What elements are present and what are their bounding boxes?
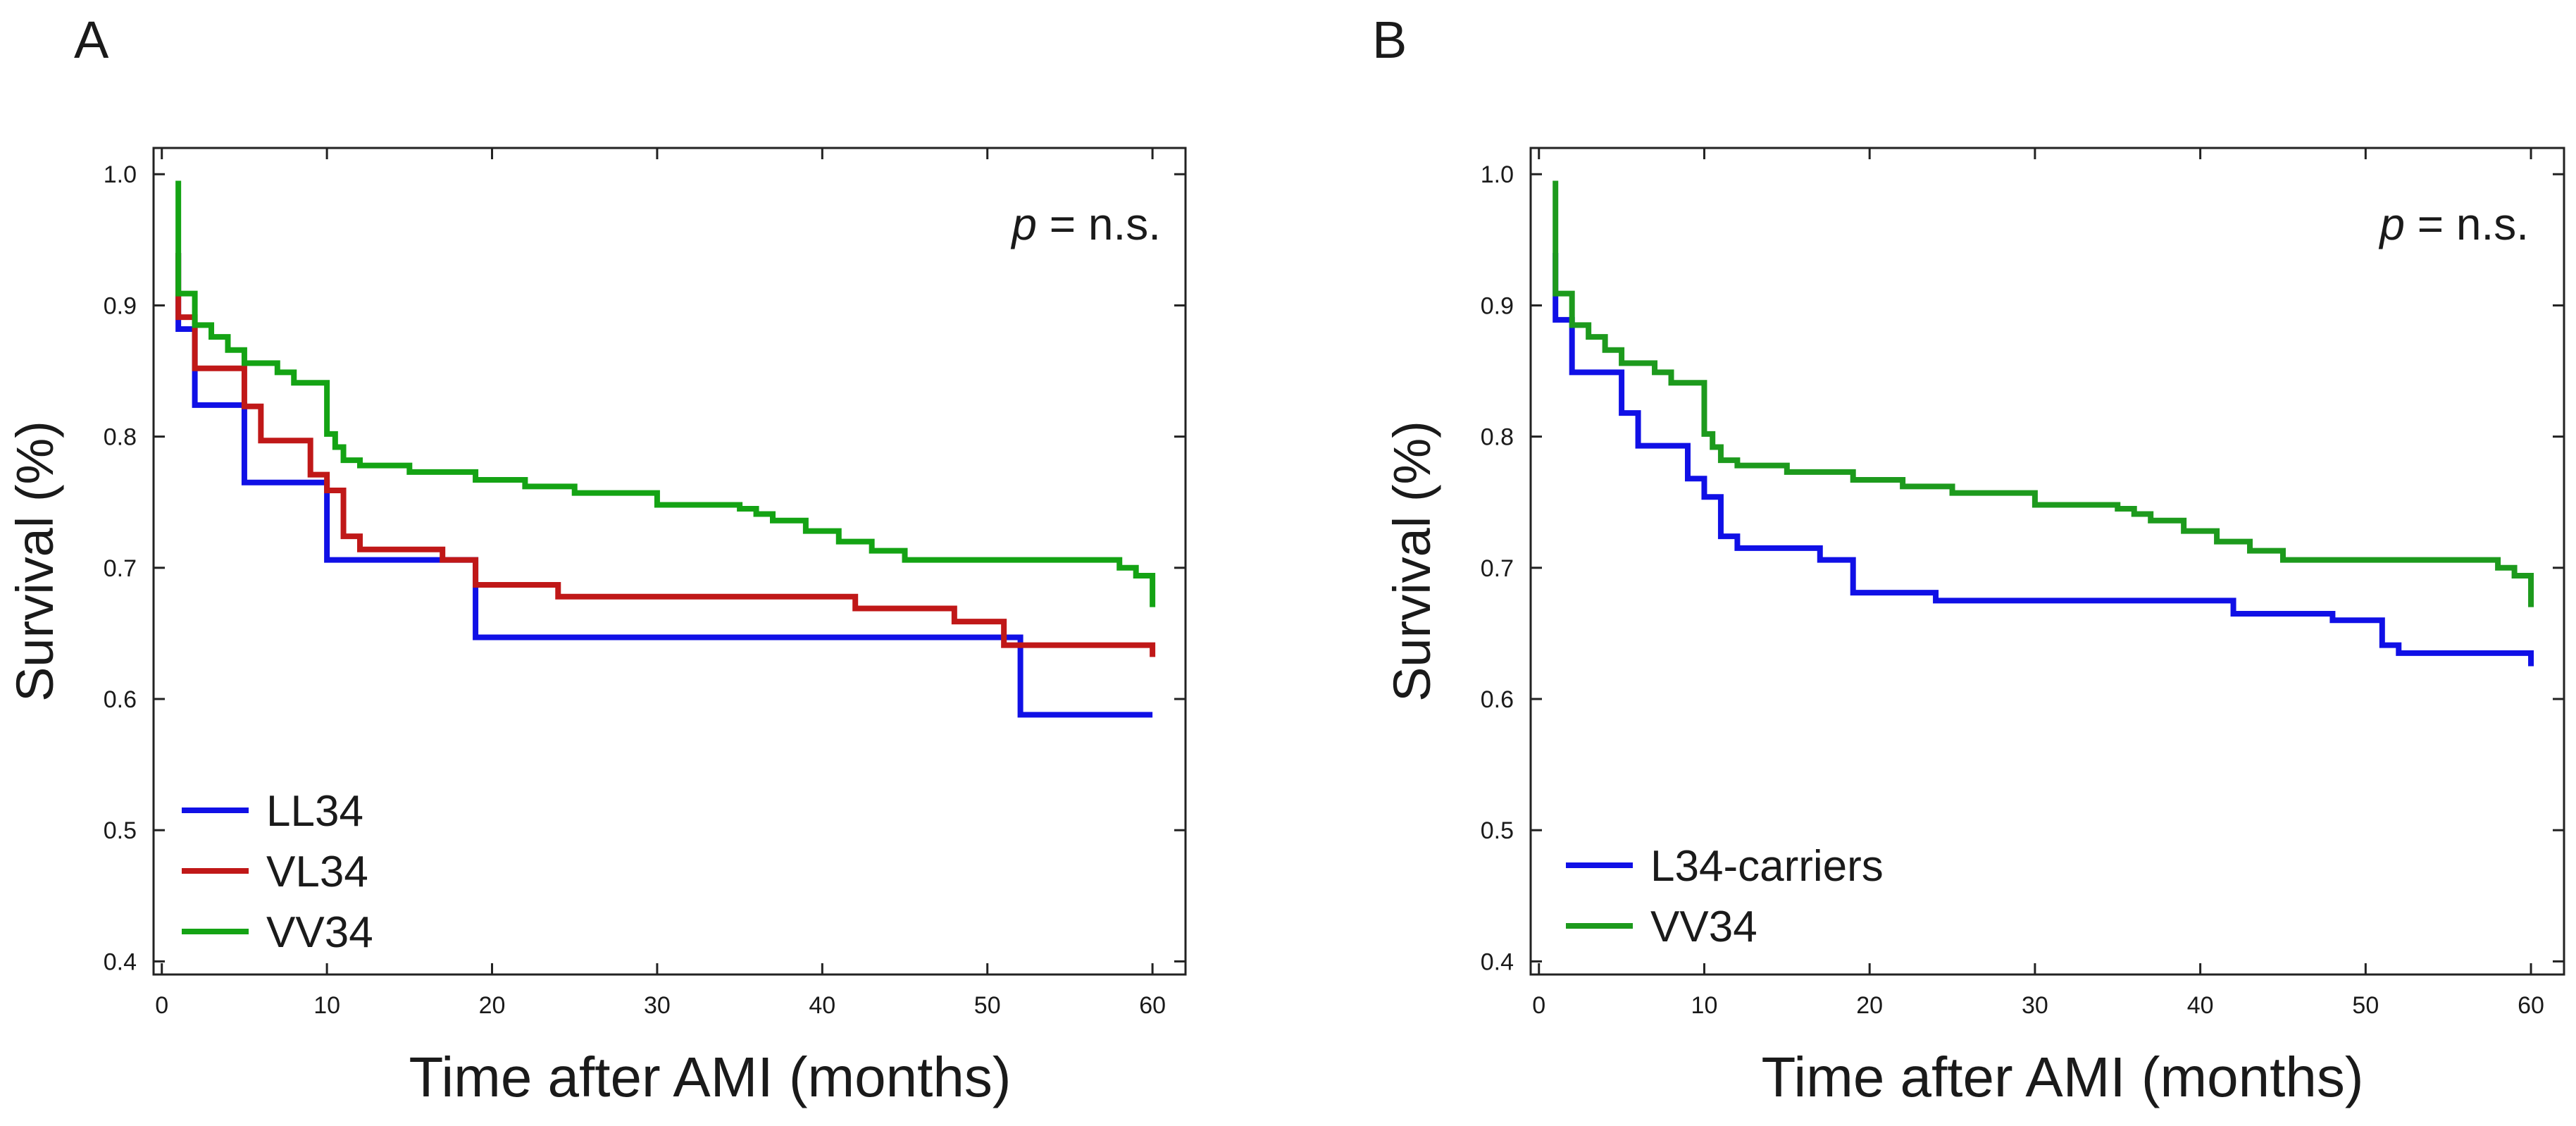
y-tick-label: 0.8 [104,424,137,451]
plot-frame [152,147,1187,976]
y-tick-label: 0.7 [104,555,137,582]
x-tick-label: 50 [974,992,1001,1019]
y-tick-label: 0.4 [1481,948,1514,975]
panel-a: A 0.4 0.5 0.6 0.7 0.8 0.9 1.0 0 10 20 30 40 50 60 Survi… [6,11,1187,1108]
x-tick-label: 60 [1139,992,1166,1019]
y-tick-label: 0.5 [104,817,137,844]
x-tick-label: 50 [2352,992,2379,1019]
panel-b: B 0.4 0.5 0.6 0.7 0.8 0.9 1.0 0 10 20 30 40 50 60 Survi… [1372,11,2565,1108]
x-tick-label: 30 [2022,992,2048,1019]
p-value-annotation: p = n.s. [2378,199,2529,249]
legend-label-vl34: VL34 [266,848,368,896]
x-tick-label: 40 [809,992,835,1019]
x-tick-label: 40 [2187,992,2214,1019]
survival-curve-vv34 [1553,180,2534,607]
y-tick-label: 1.0 [104,161,137,188]
y-axis-title: Survival (%) [1383,421,1441,702]
survival-curve-vv34 [175,180,1156,607]
y-tick-label: 0.6 [1481,686,1514,713]
panel-label: A [74,11,109,69]
x-tick-label: 0 [155,992,168,1019]
y-tick-label: 0.4 [104,948,137,975]
plot-frame [1529,147,2565,976]
y-tick-label: 0.9 [104,292,137,319]
x-tick-label: 60 [2518,992,2544,1019]
y-tick-label: 0.5 [1481,817,1514,844]
y-tick-label: 1.0 [1481,161,1514,188]
y-tick-label: 0.7 [1481,555,1514,582]
x-tick-label: 10 [313,992,340,1019]
legend-label-vv34: VV34 [266,908,373,957]
p-value-annotation: p = n.s. [1010,199,1161,249]
p-value-text: = n.s. [1037,199,1161,249]
y-tick-label: 0.8 [1481,424,1514,451]
panel-label: B [1372,11,1407,69]
p-value-text: = n.s. [2405,199,2529,249]
x-tick-label: 20 [1856,992,1883,1019]
survival-curve-vl34 [175,252,1156,657]
x-axis-title: Time after AMI (months) [1762,1046,2364,1108]
x-axis-title: Time after AMI (months) [409,1046,1012,1108]
y-axis-title: Survival (%) [6,421,64,702]
y-tick-label: 0.6 [104,686,137,713]
legend-label-ll34: LL34 [266,787,363,836]
legend-label-vv34: VV34 [1650,903,1757,951]
y-tick-label: 0.9 [1481,292,1514,319]
p-symbol: p [1010,199,1037,249]
x-tick-label: 20 [479,992,506,1019]
x-tick-label: 30 [644,992,671,1019]
x-tick-label: 10 [1691,992,1718,1019]
legend-label-l34-carriers: L34-carriers [1650,842,1884,891]
survival-curve-l34-carriers [1553,252,2534,667]
x-tick-label: 0 [1532,992,1545,1019]
p-symbol: p [2378,199,2405,249]
